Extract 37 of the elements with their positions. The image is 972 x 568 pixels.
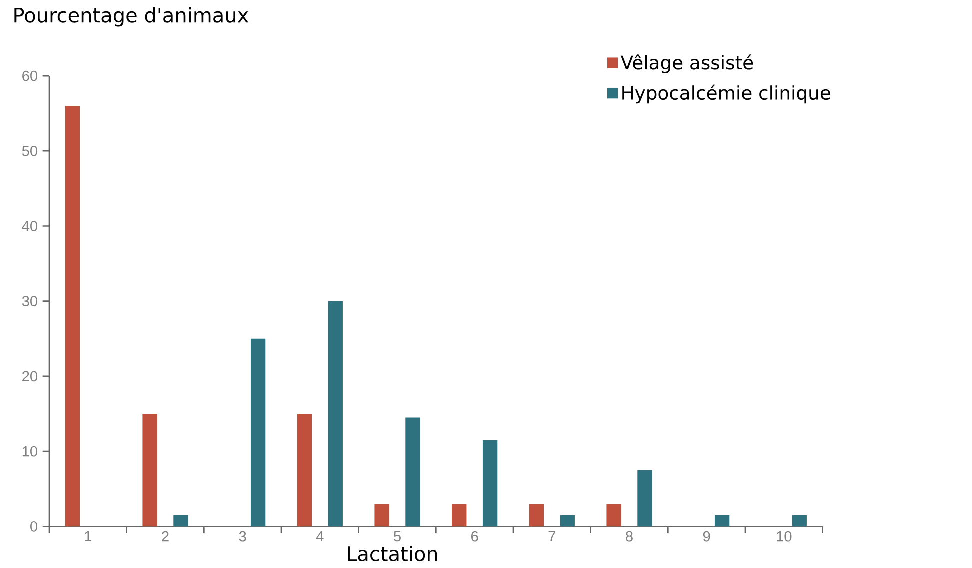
x-tick-label: 6 [472, 531, 478, 542]
bar [250, 338, 266, 527]
x-tick-label: 5 [394, 531, 401, 542]
x-tick-label: 10 [777, 531, 792, 542]
y-tick-label: 0 [30, 522, 38, 532]
bar [638, 470, 652, 527]
y-tick-label: 60 [22, 70, 38, 82]
bar [529, 504, 544, 527]
y-tick-label: 10 [22, 446, 38, 457]
bar [560, 515, 575, 527]
x-tick-label: 9 [703, 531, 710, 542]
bar [328, 301, 343, 527]
y-tick-label: 50 [22, 146, 38, 156]
bar [714, 515, 730, 527]
x-tick-label: 7 [548, 531, 556, 542]
bar [374, 504, 390, 527]
bar [142, 414, 158, 527]
x-tick-label: 3 [239, 531, 246, 542]
y-axis-title: Pourcentage d'animaux [14, 7, 248, 27]
bar [297, 414, 312, 527]
bar [406, 418, 420, 527]
bar [452, 504, 467, 527]
x-tick-label: 1 [85, 531, 92, 542]
x-tick-label: 4 [316, 531, 324, 542]
y-tick-label: 20 [22, 371, 38, 382]
x-axis-title: Lactation [348, 546, 438, 562]
bar [792, 515, 807, 527]
legend-label: Vêlage assisté [620, 54, 754, 74]
bar [174, 515, 188, 527]
x-tick-label: 8 [626, 531, 633, 542]
bar [482, 440, 498, 527]
bar [65, 106, 80, 527]
y-tick-label: 30 [22, 296, 38, 307]
legend-label: Hypocalcémie clinique [622, 84, 830, 104]
bar [606, 504, 622, 527]
y-tick-label: 40 [22, 221, 38, 232]
x-tick-label: 2 [162, 531, 169, 542]
